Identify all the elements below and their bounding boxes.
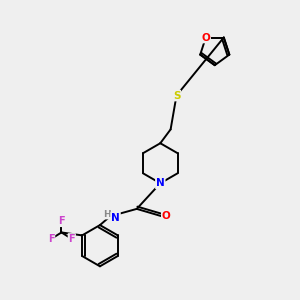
Text: F: F — [68, 234, 75, 244]
Text: O: O — [162, 211, 171, 221]
Text: N: N — [111, 213, 120, 223]
Text: F: F — [48, 234, 55, 244]
Text: O: O — [201, 32, 210, 43]
Text: H: H — [103, 210, 110, 219]
Text: N: N — [156, 178, 165, 188]
Text: F: F — [58, 216, 65, 226]
Text: S: S — [173, 91, 180, 100]
